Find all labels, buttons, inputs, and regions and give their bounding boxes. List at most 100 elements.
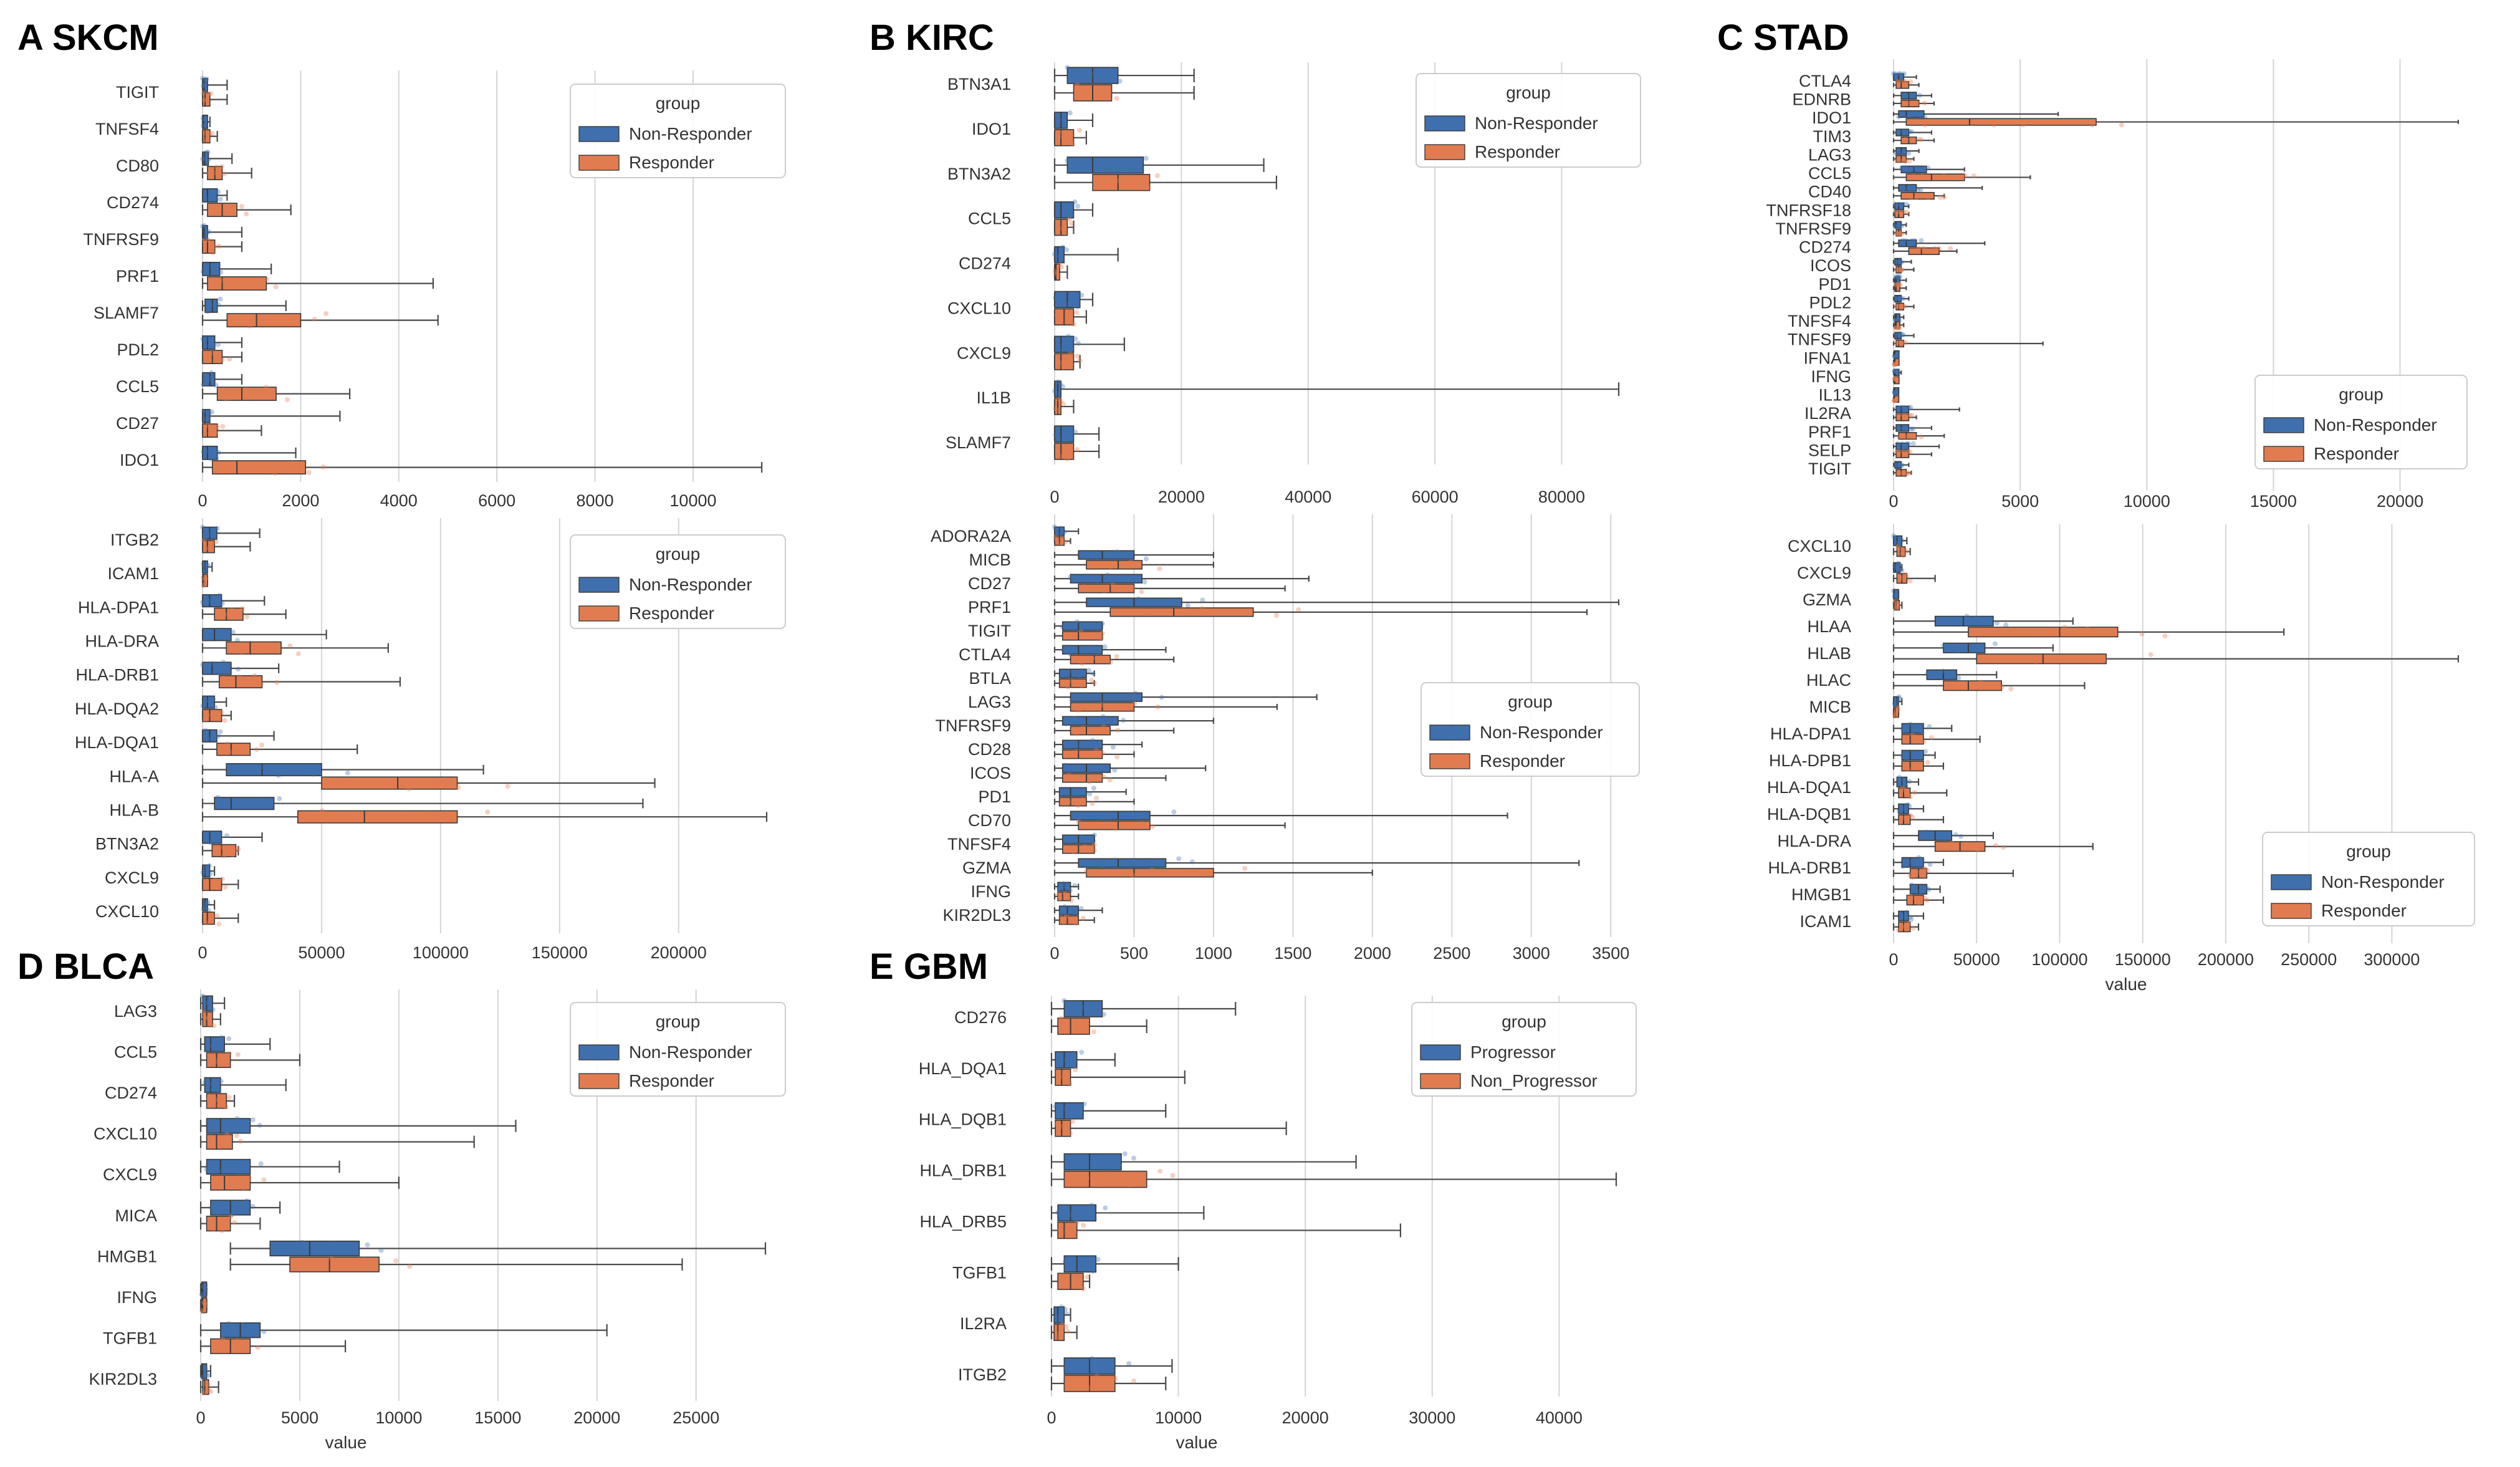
data-point — [1895, 705, 1900, 710]
data-point — [231, 1219, 237, 1225]
data-point — [1908, 137, 1914, 142]
data-point — [1060, 384, 1065, 390]
data-point — [239, 650, 244, 655]
category-label: HLA_DRB5 — [919, 1212, 1007, 1231]
category-label: CXCL9 — [105, 868, 159, 887]
legend-swatch — [578, 577, 620, 593]
category-label: PDL2 — [1809, 293, 1851, 312]
box-group-1 — [1053, 155, 1265, 174]
data-point — [1101, 601, 1106, 607]
data-point — [1916, 855, 1922, 860]
data-point — [2003, 622, 2009, 628]
category-label: CD80 — [116, 156, 159, 175]
box-group-1 — [1892, 274, 1907, 284]
box-iqr — [202, 188, 218, 203]
data-point — [1058, 1016, 1064, 1021]
legend-frame — [1420, 682, 1640, 777]
data-point — [216, 1088, 221, 1094]
data-point — [1065, 1329, 1070, 1334]
data-point — [1057, 130, 1063, 135]
box-group-1 — [1892, 694, 1903, 708]
legend-frame — [570, 1002, 786, 1097]
legend-label: Non_Progressor — [1470, 1071, 1598, 1090]
data-point — [1056, 262, 1062, 267]
data-point — [239, 606, 245, 612]
data-point — [1896, 71, 1902, 77]
data-point — [286, 1249, 292, 1254]
data-point — [1897, 332, 1902, 338]
data-point — [2008, 629, 2013, 634]
data-point — [1915, 900, 1921, 905]
box-group-1 — [200, 592, 266, 608]
data-point — [1101, 1165, 1107, 1170]
data-point — [1891, 588, 1896, 594]
box-group-1 — [1892, 221, 1907, 229]
data-point — [201, 123, 206, 128]
box-iqr — [1061, 749, 1103, 759]
data-point — [1893, 604, 1899, 609]
box-group-2 — [201, 574, 209, 589]
data-point — [1132, 701, 1138, 706]
box-iqr — [1063, 1153, 1122, 1171]
data-point — [1902, 806, 1907, 812]
legend-frame — [2262, 832, 2475, 926]
legend-swatch — [578, 605, 620, 622]
data-point — [1892, 354, 1898, 359]
data-point — [1052, 524, 1057, 530]
data-point — [1139, 821, 1144, 826]
box-group-1 — [200, 223, 243, 241]
data-point — [1062, 891, 1068, 896]
category-label: TIGIT — [116, 83, 159, 102]
data-point — [207, 431, 213, 436]
data-point — [226, 1051, 232, 1056]
data-point — [208, 1081, 213, 1087]
box-iqr — [216, 387, 277, 402]
data-point — [1093, 1160, 1098, 1166]
x-tick-label: 6000 — [478, 491, 515, 510]
box-iqr — [1893, 696, 1899, 707]
data-point — [214, 526, 220, 531]
data-point — [225, 612, 231, 617]
data-point — [1900, 129, 1906, 135]
data-point — [1893, 368, 1899, 374]
data-point — [1071, 716, 1077, 721]
data-point — [226, 766, 232, 771]
x-tick-label: 0 — [1047, 1408, 1056, 1427]
data-point — [1112, 767, 1118, 773]
legend-frame — [1416, 73, 1641, 168]
data-point — [234, 1133, 239, 1138]
data-point — [1154, 173, 1160, 178]
category-label: BTN3A2 — [947, 165, 1011, 183]
x-tick-label: 1000 — [1195, 944, 1232, 963]
data-point — [1086, 668, 1091, 673]
data-point — [224, 802, 230, 808]
data-point — [1066, 772, 1071, 777]
data-point — [1096, 693, 1101, 698]
box-group-2 — [1053, 724, 1175, 736]
data-point — [225, 668, 231, 673]
data-point — [1091, 719, 1097, 725]
box-group-1 — [1892, 802, 1925, 814]
data-point — [1130, 586, 1136, 591]
data-point — [1089, 1203, 1095, 1208]
data-point — [1915, 100, 1921, 106]
data-point — [1909, 916, 1914, 922]
data-point — [1077, 787, 1083, 793]
data-point — [1919, 137, 1924, 142]
box-group-2 — [201, 641, 389, 657]
data-point — [1151, 599, 1156, 605]
data-point — [1958, 834, 1963, 839]
box-iqr — [1895, 339, 1905, 348]
data-point — [1904, 209, 1910, 215]
box-iqr — [1070, 655, 1111, 665]
data-point — [1892, 712, 1897, 717]
box-iqr — [1901, 761, 1924, 772]
data-point — [209, 1205, 214, 1211]
x-tick-label: 8000 — [577, 491, 614, 510]
data-point — [1149, 867, 1155, 872]
data-point — [210, 1007, 216, 1012]
box-group-1 — [201, 370, 243, 388]
data-point — [1080, 87, 1086, 92]
